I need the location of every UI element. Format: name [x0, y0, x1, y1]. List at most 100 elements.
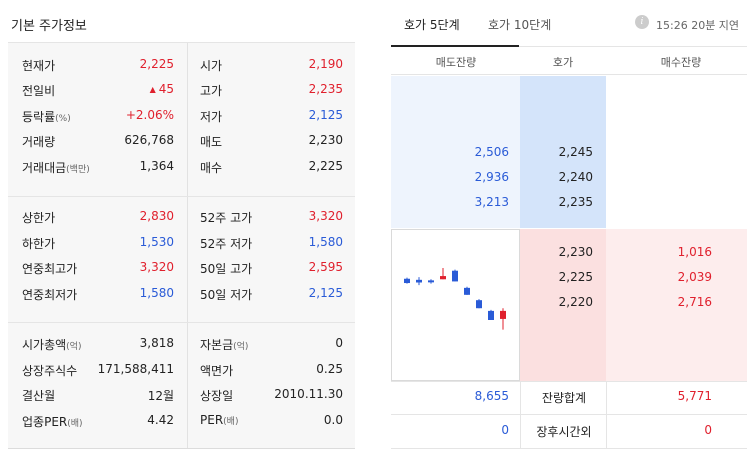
stat-row: 시가총액(억) 3,818 자본금(억) 0 [8, 331, 355, 357]
summary-column-divider [520, 382, 521, 448]
stat-label-text: 50일 고가 [200, 262, 253, 276]
stat-label-text: 연중최저가 [22, 288, 78, 302]
stat-value: 2,235 [308, 82, 343, 96]
after-hours-label: 장후시간외 [536, 425, 592, 439]
stat-label-unit: (배) [223, 417, 239, 427]
stat-label-unit: (%) [55, 114, 71, 124]
tab-5-levels[interactable]: 호가 5단계 [404, 18, 460, 32]
stat-label: 연중최저가 [22, 286, 77, 303]
bid-price[interactable]: 2,220 [558, 295, 593, 309]
stat-value-text: 1,530 [139, 235, 174, 249]
total-bid-qty: 5,771 [677, 389, 712, 403]
stat-row: 하한가 1,530 52주 저가 1,580 [8, 230, 355, 256]
stat-label: 저가 [200, 108, 222, 125]
stat-value: 3,818 [140, 336, 174, 350]
bid-qty[interactable]: 2,716 [677, 295, 712, 309]
stat-label-text: 현재가 [22, 59, 56, 73]
ask-qty[interactable]: 3,213 [474, 195, 509, 209]
section-divider [8, 196, 355, 197]
ask-qty[interactable]: 2,506 [474, 145, 509, 159]
bid-qty[interactable]: 2,039 [677, 270, 712, 284]
ask-price[interactable]: 2,235 [558, 195, 593, 209]
stat-label: 상장일 [200, 387, 233, 404]
basic-stock-info-panel: 기본 주가정보 현재가 2,225 시가 2,190 전일비 ▲ 45 고가 2,235 등락률(… [8, 0, 355, 457]
stat-value-text: 1,580 [139, 286, 174, 300]
bid-price-area [520, 229, 606, 381]
candle-body [488, 310, 494, 320]
stat-label: 하한가 [22, 235, 55, 252]
stat-label: 52주 고가 [200, 209, 252, 226]
stat-label: 상한가 [22, 209, 55, 226]
candle-body [476, 300, 482, 309]
stat-row: 업종PER(배) 4.42 PER(배) 0.0 [8, 408, 355, 434]
stat-label: 액면가 [200, 362, 233, 379]
stat-label: 업종PER(배) [22, 413, 83, 430]
stat-label: 거래대금(백만) [22, 159, 90, 176]
stat-label: 결산월 [22, 387, 55, 404]
ask-price[interactable]: 2,245 [558, 145, 593, 159]
stat-value-text: 4.42 [147, 413, 174, 427]
bid-qty[interactable]: 1,016 [677, 245, 712, 259]
stat-row: 전일비 ▲ 45 고가 2,235 [8, 77, 355, 103]
ask-qty[interactable]: 2,936 [474, 170, 509, 184]
stat-value-text: 12월 [147, 389, 174, 403]
stat-label-text: 거래대금 [22, 161, 67, 175]
stat-label: PER(배) [200, 413, 238, 427]
stat-value: 4.42 [147, 413, 174, 427]
summary-column-divider [606, 382, 607, 448]
bid-quantity-area [606, 229, 747, 381]
panel-title: 기본 주가정보 [11, 19, 87, 34]
stat-label: 50일 고가 [200, 260, 252, 277]
ask-price-area [520, 76, 606, 228]
stat-value: 12월 [148, 387, 174, 404]
stat-row: 거래대금(백만) 1,364 매수 2,225 [8, 154, 355, 180]
bid-price[interactable]: 2,225 [558, 270, 593, 284]
stat-label-text: 전일비 [22, 84, 56, 98]
stat-value: 2,230 [308, 133, 343, 147]
stat-label-text: 고가 [200, 84, 223, 98]
stat-label: 고가 [200, 82, 222, 99]
candle-body [428, 280, 434, 283]
stat-value: 2,225 [140, 57, 174, 71]
ask-price[interactable]: 2,240 [558, 170, 593, 184]
stat-value: 2,595 [308, 260, 343, 274]
stat-label: 전일비 [22, 82, 55, 99]
after-hours-ask-qty: 0 [501, 423, 509, 437]
stat-label-text: 52주 고가 [200, 211, 253, 225]
candle-body [464, 287, 470, 295]
stat-label-text: 상장주식수 [22, 364, 78, 378]
stat-label: 매수 [200, 159, 222, 176]
stat-value: 2,830 [140, 209, 174, 223]
stat-value-text: 45 [158, 82, 174, 96]
stat-value: 0.0 [323, 413, 343, 427]
candle-chart-svg [404, 268, 506, 330]
bid-price[interactable]: 2,230 [558, 245, 593, 259]
stat-label: 거래량 [22, 133, 55, 150]
stat-label-text: 시가 [200, 59, 223, 73]
info-icon[interactable]: i [635, 15, 649, 29]
stat-label-text: 52주 저가 [200, 237, 253, 251]
stat-value: 2,125 [308, 108, 343, 122]
stat-label: 자본금(억) [200, 336, 248, 353]
stat-label-text: 자본금 [200, 338, 234, 352]
column-divider [187, 323, 188, 448]
table-bottom-border [8, 448, 355, 449]
stat-label-text: 연중최고가 [22, 262, 78, 276]
summary-divider [391, 381, 747, 382]
stat-label-text: 상장일 [200, 389, 234, 403]
summary-divider [391, 414, 747, 415]
stats-table [8, 43, 355, 448]
candle-body [500, 310, 506, 319]
stat-value-text: 171,588,411 [97, 362, 174, 376]
stat-value: 2,190 [308, 57, 343, 71]
stat-value: 1,580 [140, 286, 174, 300]
stat-value: 1,530 [140, 235, 174, 249]
header-price: 호가 [552, 56, 574, 69]
tab-10-levels[interactable]: 호가 10단계 [488, 18, 552, 32]
stat-row: 등락률(%) +2.06% 저가 2,125 [8, 103, 355, 129]
stat-label-unit: (억) [66, 342, 82, 352]
total-ask-qty: 8,655 [474, 389, 509, 403]
stat-label: 연중최고가 [22, 260, 77, 277]
order-book-header: 매도잔량 호가 매수잔량 [391, 47, 747, 75]
stat-label: 매도 [200, 133, 222, 150]
